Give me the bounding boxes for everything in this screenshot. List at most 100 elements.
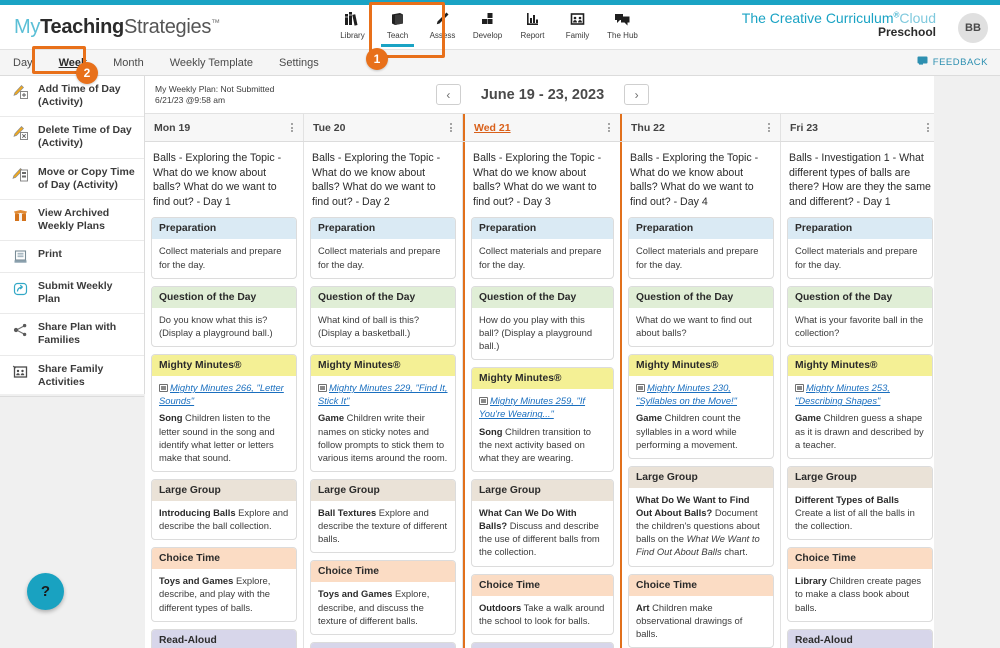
card-title-choice-time: Choice Time xyxy=(152,548,296,570)
activity-card-question-of-the-day-fri-23[interactable]: Question of the Day What is your favorite… xyxy=(787,285,933,348)
nav-item-family[interactable]: Family xyxy=(555,5,600,50)
resource-link[interactable]: Mighty Minutes 229, "Find It, Stick It" xyxy=(318,382,448,407)
card-title-preparation: Preparation xyxy=(152,218,296,240)
sidebar-item-move-or-copy-time-of-day[interactable]: Move or Copy Time of Day (Activity) xyxy=(0,159,144,200)
previous-week-button[interactable]: ‹ xyxy=(435,84,461,105)
nav-item-library[interactable]: Library xyxy=(330,5,375,50)
activity-card-large-group-wed-21[interactable]: Large Group What Can We Do With Balls? Di… xyxy=(471,479,614,567)
avatar[interactable]: BB xyxy=(958,13,988,43)
pencil-add-icon xyxy=(10,83,30,100)
sidebar-label-delete-time-of-day: Delete Time of Day (Activity) xyxy=(38,124,132,150)
printer-icon xyxy=(10,248,30,265)
resource-link[interactable]: Mighty Minutes 266, "Letter Sounds" xyxy=(159,382,284,407)
submit-arrow-icon xyxy=(10,280,30,297)
activity-card-preparation-tue-20[interactable]: Preparation Collect materials and prepare… xyxy=(310,217,456,279)
activity-card-question-of-the-day-wed-21[interactable]: Question of the Day How do you play with … xyxy=(471,285,614,361)
activity-card-question-of-the-day-thu-22[interactable]: Question of the Day What do we want to fi… xyxy=(628,285,774,348)
sidebar-label-submit-weekly-plan: Submit Weekly Plan xyxy=(38,280,113,306)
sidebar-label-move-or-copy-time-of-day: Move or Copy Time of Day (Activity) xyxy=(38,165,135,191)
activity-card-mighty-minutes-thu-22[interactable]: Mighty Minutes® Mighty Minutes 230, "Syll… xyxy=(628,354,774,459)
family-share-icon xyxy=(10,363,30,380)
day-label-thu-22: Thu 22 xyxy=(631,121,665,134)
next-week-button[interactable]: › xyxy=(624,84,650,105)
day-menu-icon-tue-20[interactable] xyxy=(448,120,454,135)
sidebar-item-submit-weekly-plan[interactable]: Submit Weekly Plan xyxy=(0,273,144,315)
activity-card-preparation-fri-23[interactable]: Preparation Collect materials and prepare… xyxy=(787,217,933,279)
card-title-read-aloud: Read-Aloud xyxy=(152,629,296,648)
nav-label-report: Report xyxy=(520,31,545,40)
day-menu-icon-wed-21[interactable] xyxy=(606,120,612,135)
activity-card-choice-time-tue-20[interactable]: Choice Time Toys and Games Explore, descr… xyxy=(310,560,456,635)
activity-card-choice-time-mon-19[interactable]: Choice Time Toys and Games Explore, descr… xyxy=(151,547,297,622)
day-label-wed-21: Wed 21 xyxy=(474,121,511,134)
card-line: What kind of ball is this? (Display a ba… xyxy=(318,313,420,338)
sidebar-item-share-family-activities[interactable]: Share Family Activities xyxy=(0,356,144,397)
day-column-fri-23: Balls - Investigation 1 - What different… xyxy=(781,142,940,648)
activity-card-mighty-minutes-mon-19[interactable]: Mighty Minutes® Mighty Minutes 266, "Lett… xyxy=(151,354,297,472)
sidebar-item-add-time-of-day[interactable]: Add Time of Day (Activity) xyxy=(0,76,144,118)
activity-card-choice-time-wed-21[interactable]: Choice Time Outdoors Take a walk around t… xyxy=(471,573,614,635)
card-line: Mighty Minutes 266, "Letter Sounds" xyxy=(159,381,289,407)
feedback-icon xyxy=(917,56,928,68)
activity-card-mighty-minutes-wed-21[interactable]: Mighty Minutes® Mighty Minutes 259, "If Y… xyxy=(471,367,614,472)
tab-day[interactable]: Day xyxy=(13,56,33,69)
resource-link[interactable]: Mighty Minutes 253, "Describing Shapes" xyxy=(795,382,890,407)
activity-card-choice-time-fri-23[interactable]: Choice Time Library Children create pages… xyxy=(787,547,933,622)
tab-month[interactable]: Month xyxy=(113,56,144,69)
nav-item-develop[interactable]: Develop xyxy=(465,5,510,50)
activity-card-large-group-fri-23[interactable]: Large Group Different Types of Balls Crea… xyxy=(787,465,933,541)
card-line: What is your favorite ball in the collec… xyxy=(795,313,924,338)
activity-card-preparation-thu-22[interactable]: Preparation Collect materials and prepare… xyxy=(628,217,774,279)
sidebar-item-print[interactable]: Print xyxy=(0,241,144,273)
help-button[interactable]: ? xyxy=(27,573,64,610)
activity-card-preparation-mon-19[interactable]: Preparation Collect materials and prepare… xyxy=(151,217,297,279)
activity-card-read-aloud-tue-20[interactable]: Read-AloudThe Doorbell Rang xyxy=(310,641,456,648)
nav-item-report[interactable]: Report xyxy=(510,5,555,50)
resource-link[interactable]: Mighty Minutes 230, "Syllables on the Mo… xyxy=(636,382,737,407)
day-header-wed-21[interactable]: Wed 21 xyxy=(463,114,622,141)
day-header-thu-22[interactable]: Thu 22 xyxy=(622,114,781,141)
day-menu-icon-mon-19[interactable] xyxy=(289,120,295,135)
card-line: Do you know what this is? (Display a pla… xyxy=(159,313,273,338)
sidebar-item-view-archived-plans[interactable]: View Archived Weekly Plans xyxy=(0,200,144,241)
sidebar-label-add-time-of-day: Add Time of Day (Activity) xyxy=(38,83,121,109)
activity-card-large-group-tue-20[interactable]: Large Group Ball Textures Explore and des… xyxy=(310,479,456,554)
card-line: Game Children guess a shape as it is dra… xyxy=(795,412,924,450)
activity-card-question-of-the-day-tue-20[interactable]: Question of the Day What kind of ball is … xyxy=(310,285,456,348)
sidebar-item-share-plan-with-families[interactable]: Share Plan with Families xyxy=(0,314,144,356)
vertical-scrollbar[interactable] xyxy=(934,76,940,648)
activity-card-preparation-wed-21[interactable]: Preparation Collect materials and prepare… xyxy=(471,217,614,279)
tab-weekly-template[interactable]: Weekly Template xyxy=(169,56,254,69)
callout-number-1: 1 xyxy=(366,48,388,70)
activity-card-large-group-mon-19[interactable]: Large Group Introducing Balls Explore and… xyxy=(151,479,297,541)
tab-settings[interactable]: Settings xyxy=(279,56,319,69)
day-header-mon-19[interactable]: Mon 19 xyxy=(145,114,304,141)
sidebar-item-delete-time-of-day[interactable]: Delete Time of Day (Activity) xyxy=(0,117,144,159)
day-topic-title-thu-22: Balls - Exploring the Topic - What do we… xyxy=(630,152,759,208)
activity-card-choice-time-thu-22[interactable]: Choice Time Art Children make observation… xyxy=(628,573,774,648)
activity-card-read-aloud-fri-23[interactable]: Read-AloudJust Like Josh GibsonBook Disc… xyxy=(787,628,933,648)
nav-item-assess[interactable]: Assess xyxy=(420,5,465,50)
activity-card-large-group-thu-22[interactable]: Large Group What Do We Want to Find Out A… xyxy=(628,465,774,567)
activity-card-read-aloud-wed-21[interactable]: Read-AloudJust Like Josh GibsonBook Disc… xyxy=(471,641,614,648)
activity-card-read-aloud-mon-19[interactable]: Read-AloudThe Three Billy Goats Gruff xyxy=(151,628,297,648)
logo-strategies: Strategies xyxy=(123,15,212,38)
day-menu-icon-thu-22[interactable] xyxy=(766,120,772,135)
activity-card-mighty-minutes-fri-23[interactable]: Mighty Minutes® Mighty Minutes 253, "Desc… xyxy=(787,354,933,459)
activity-card-mighty-minutes-tue-20[interactable]: Mighty Minutes® Mighty Minutes 229, "Find… xyxy=(310,354,456,472)
resource-link[interactable]: Mighty Minutes 259, "If You're Wearing..… xyxy=(479,395,586,420)
day-header-fri-23[interactable]: Fri 23 xyxy=(781,114,940,141)
nav-label-assess: Assess xyxy=(429,31,456,40)
day-header-tue-20[interactable]: Tue 20 xyxy=(304,114,463,141)
chat-bubbles-icon xyxy=(613,9,632,29)
feedback-button[interactable]: FEEDBACK xyxy=(917,56,988,68)
day-menu-icon-fri-23[interactable] xyxy=(925,120,931,135)
card-title-large-group: Large Group xyxy=(629,466,773,488)
card-line: Game Children write their names on stick… xyxy=(318,412,448,463)
activity-card-question-of-the-day-mon-19[interactable]: Question of the Day Do you know what this… xyxy=(151,285,297,348)
card-body-mighty-minutes: Mighty Minutes 229, "Find It, Stick It" G… xyxy=(311,376,455,471)
pencil-icon xyxy=(434,9,451,29)
nav-item-teach[interactable]: Teach xyxy=(375,5,420,50)
nav-item-the-hub[interactable]: The Hub xyxy=(600,5,645,50)
plan-submit-status: My Weekly Plan: Not Submitted 6/21/23 @9… xyxy=(155,84,274,107)
